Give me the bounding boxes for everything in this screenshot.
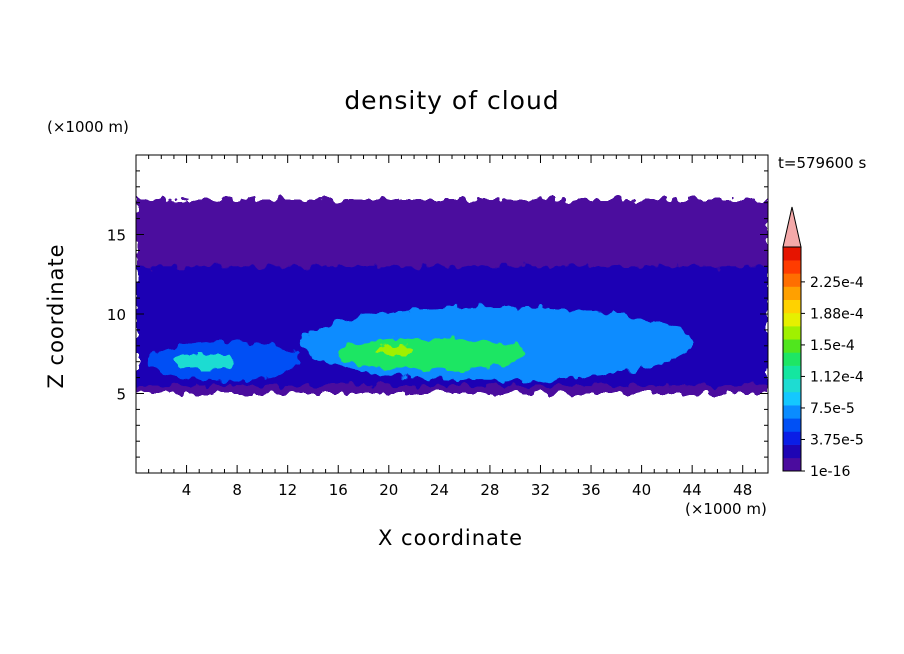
colorbar-segment [783,431,801,445]
x-tick-label: 24 [430,481,449,499]
cloud-field [136,199,768,394]
x-tick-label: 36 [581,481,600,499]
colorbar-segment [783,312,801,327]
y-tick-label: 5 [116,386,126,404]
colorbar-segment [783,405,801,419]
colorbar-segment [783,444,801,459]
colorbar-segment [783,457,801,472]
chart-title: density of cloud [344,86,560,115]
colorbar-segment [783,299,801,314]
x-tick-label: 44 [683,481,702,499]
colorbar-label: 1e-16 [810,464,850,480]
colorbar-segment [783,378,801,393]
colorbar-label: 1.88e-4 [810,306,864,322]
cloud-region [173,353,238,370]
x-tick-label: 48 [733,481,752,499]
x-tick-label: 32 [531,481,550,499]
colorbar-segment [783,365,801,380]
colorbar-extend-arrow [782,206,802,248]
colorbar: 1e-16 3.75e-5 7.5e-5 1.12e-4 1.5e-4 1.88e-4 2.… [782,206,864,480]
colorbar-segment [783,339,801,353]
colorbar-segment [783,273,801,287]
x-tick-label: 40 [632,481,651,499]
colorbar-segment [783,352,801,366]
cloud-region [376,344,415,356]
colorbar-segment [783,391,801,406]
x-tick-label: 20 [379,481,398,499]
x-tick-label: 8 [232,481,242,499]
colorbar-label: 2.25e-4 [810,275,864,291]
cloud-region [338,337,528,370]
x-tick-label: 28 [480,481,499,499]
y-tick-label: 15 [107,227,126,245]
colorbar-segment [783,286,801,301]
colorbar-segment [783,418,801,432]
colorbar-segment [783,260,801,274]
time-label: t=579600 s [778,154,867,172]
y-tick-label: 10 [107,306,126,324]
colorbar-segment [783,247,801,261]
y-axis-multiplier: (×1000 m) [47,118,129,136]
x-axis-multiplier: (×1000 m) [685,500,767,518]
x-axis-label: X coordinate [378,526,524,550]
colorbar-frame [782,246,802,472]
x-tick-label: 12 [278,481,297,499]
colorbar-label: 1.5e-4 [810,338,855,354]
colorbar-label: 1.12e-4 [810,369,864,385]
colorbar-label: 3.75e-5 [810,432,864,448]
x-tick-label: 16 [329,481,348,499]
x-tick-label: 4 [182,481,192,499]
colorbar-label: 7.5e-5 [810,401,855,417]
colorbar-segment [783,326,801,340]
